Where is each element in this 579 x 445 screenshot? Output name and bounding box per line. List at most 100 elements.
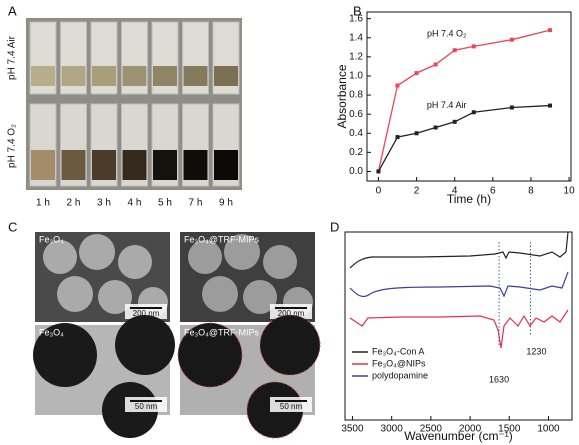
time-label: 4 h — [128, 198, 142, 209]
vial-liquid — [61, 150, 86, 180]
particle — [118, 245, 152, 279]
y-tick-label: 1.4 — [349, 32, 363, 43]
plot-frame — [366, 11, 572, 182]
y-tick-label: 0.0 — [349, 166, 363, 177]
vial-liquid — [92, 150, 116, 180]
y-tick-label: 0.2 — [349, 147, 363, 158]
particle — [79, 234, 115, 270]
scale-label: 200 nm — [133, 309, 160, 318]
time-label: 2 h — [67, 198, 81, 209]
row-label: pH 7.4 Air — [7, 35, 18, 80]
vial-liquid — [214, 150, 238, 180]
image-label: Fe₃O₄@TRF-MIPs — [184, 327, 259, 337]
vial-liquid — [153, 66, 177, 86]
scale-label: 50 nm — [135, 402, 158, 411]
particle — [57, 276, 93, 312]
scale-label: 50 nm — [280, 402, 303, 411]
plot-frame — [344, 231, 573, 421]
x-tick-label: 2000 — [459, 424, 482, 435]
legend-label: Fe₃O₄-Con A — [372, 346, 424, 356]
vial-liquid — [183, 150, 208, 180]
y-tick-label: 0.4 — [349, 128, 363, 139]
point — [548, 103, 553, 108]
spectrum — [349, 231, 569, 269]
particle — [43, 240, 77, 274]
image-label: Fe₃O₄ — [39, 327, 64, 337]
x-axis-title: Time (h) — [447, 192, 491, 206]
vial-liquid — [31, 150, 55, 180]
point — [509, 37, 514, 42]
x-tick-label: 4 — [452, 186, 458, 197]
y-tick-label: 0.6 — [349, 109, 363, 120]
panel-label: C — [8, 219, 17, 234]
x-tick-label: 3000 — [381, 424, 404, 435]
point — [395, 83, 400, 88]
point — [548, 28, 553, 33]
vial-liquid — [92, 66, 116, 86]
particle — [177, 322, 243, 388]
panel-c: Fe₃O₄ 200 nm Fe₃O₄@TRF-MIPs 200 nm Fe₃O₄ 50 n… — [33, 232, 321, 439]
series-label: pH 7.4 O₂ — [427, 29, 467, 39]
image-label: Fe₃O₄@TRF-MIPs — [184, 234, 259, 244]
panel-a: 1 h 2 h 3 h 4 h 5 h 7 h 9 h pH 7.4 Air pH 7.4 O₂ — [7, 18, 242, 209]
particle — [224, 234, 260, 270]
legend-label: polydopamine — [372, 370, 428, 380]
point — [452, 48, 457, 53]
annotation-label: 1630 — [489, 374, 509, 384]
y-tick-label: 0.8 — [349, 90, 363, 101]
point — [414, 71, 419, 76]
point — [509, 105, 514, 110]
row-label: pH 7.4 O₂ — [7, 124, 18, 168]
x-tick-label: 6 — [490, 186, 496, 197]
particle — [98, 280, 132, 314]
particle — [188, 240, 222, 274]
time-label: 7 h — [189, 198, 203, 209]
y-tick-label: 1.0 — [349, 71, 363, 82]
x-tick-label: 1500 — [498, 424, 521, 435]
spectrum — [349, 271, 569, 298]
panel-b: 0.0 0.2 0.4 0.6 0.8 1.0 1.2 1.4 1.6 0 2 4 6 8 10 Time (… — [335, 11, 576, 206]
particle — [259, 314, 321, 376]
vial-liquid — [61, 66, 86, 86]
particle — [202, 276, 238, 312]
particle — [263, 245, 297, 279]
time-label: 1 h — [36, 198, 50, 209]
time-label: 9 h — [219, 198, 233, 209]
y-axis-title: Absorbance — [335, 64, 349, 128]
point — [433, 62, 438, 67]
x-tick-label: 0 — [376, 186, 382, 197]
vial-liquid — [214, 66, 238, 86]
panel-label: D — [330, 219, 339, 234]
panel-label: B — [353, 3, 362, 18]
time-label: 3 h — [97, 198, 111, 209]
series-label: pH 7.4 Air — [427, 100, 467, 110]
x-tick-label: 2500 — [420, 424, 443, 435]
x-axis-title: Wavenumber (cm⁻¹) — [404, 429, 513, 443]
image-label: Fe₃O₄ — [39, 234, 64, 244]
particle — [243, 280, 277, 314]
vial-liquid — [122, 66, 147, 86]
y-tick-label: 1.6 — [349, 13, 363, 24]
point — [395, 135, 400, 140]
x-tick-label: 1000 — [537, 424, 560, 435]
point — [433, 125, 438, 130]
vial-liquid — [153, 150, 177, 180]
vial-liquid — [31, 66, 55, 86]
particle — [33, 323, 97, 387]
spectrum — [349, 309, 569, 349]
x-tick-label: 3500 — [341, 424, 364, 435]
panel-d: 3500 3000 2500 2000 1500 1000 Wavenumber (cm⁻¹… — [341, 231, 573, 443]
y-tick-label: 1.2 — [349, 52, 363, 63]
vial-liquid — [183, 66, 208, 86]
series-line — [377, 29, 551, 172]
annotation-label: 1230 — [526, 346, 546, 356]
legend-label: Fe₃O₄@NIPs — [372, 358, 426, 368]
point — [471, 110, 476, 115]
scale-label: 200 nm — [278, 309, 305, 318]
panel-label: A — [8, 3, 17, 18]
point — [471, 44, 476, 49]
x-tick-label: 10 — [564, 186, 576, 197]
particle — [115, 315, 175, 375]
x-tick-label: 8 — [528, 186, 534, 197]
